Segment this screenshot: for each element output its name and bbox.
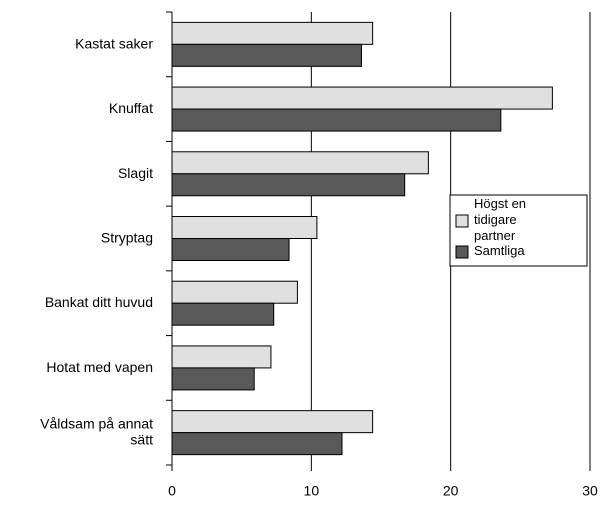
bar <box>171 216 318 239</box>
bar <box>171 43 362 67</box>
y-tick-label: Våldsam på annat sätt <box>40 415 153 447</box>
y-tick-label: Hotat med vapen <box>46 359 153 375</box>
bar <box>171 280 298 304</box>
x-tick-label: 10 <box>304 483 320 499</box>
bar <box>171 151 429 175</box>
bar <box>171 302 275 326</box>
bar <box>171 21 374 45</box>
x-tick-label: 30 <box>582 483 598 499</box>
bar <box>171 173 406 197</box>
legend-swatch <box>455 214 469 228</box>
bar <box>171 86 553 110</box>
legend-swatch <box>455 245 469 259</box>
y-tick-label: Stryptag <box>101 229 153 245</box>
bar <box>171 410 374 434</box>
x-tick-label: 20 <box>443 483 459 499</box>
y-tick-label: Kastat saker <box>75 35 153 51</box>
x-tick-label: 0 <box>168 483 176 499</box>
bar <box>171 345 272 369</box>
y-tick-label: Slagit <box>118 164 153 180</box>
bar <box>171 432 343 456</box>
y-tick-label: Knuffat <box>109 100 153 116</box>
bar <box>171 367 255 391</box>
legend-label: Högst en tidigare partner <box>474 196 526 243</box>
legend-box <box>449 194 588 267</box>
bar <box>171 108 502 132</box>
legend-label: Samtliga <box>474 243 525 258</box>
bar <box>171 238 290 261</box>
y-tick-label: Bankat ditt huvud <box>45 294 153 310</box>
